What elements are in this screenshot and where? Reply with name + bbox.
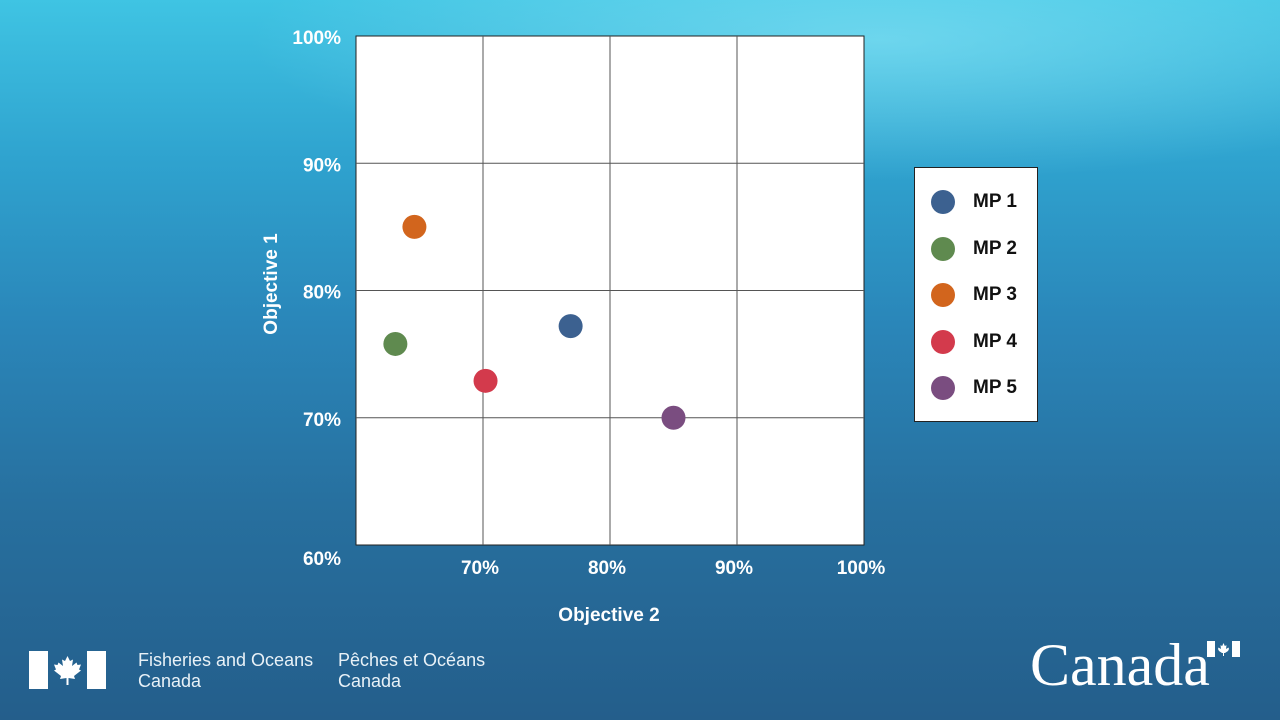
department-french-line1: Pêches et Océans <box>338 650 486 670</box>
y-tick-label: 60% <box>303 549 341 570</box>
grid-lines <box>356 36 864 545</box>
legend-label: MP 3 <box>973 284 1018 305</box>
y-tick-label: 80% <box>303 283 341 304</box>
legend-item: MP 3 <box>915 283 1017 307</box>
data-point <box>402 214 427 239</box>
y-tick-label: 100% <box>292 28 341 49</box>
x-tick-labels: 70% 80% 90% 100% <box>461 558 885 579</box>
department-name-french: Pêches et Océans Canada <box>338 650 485 692</box>
legend-label: MP 2 <box>973 237 1018 259</box>
legend-marker <box>931 329 955 354</box>
legend-item: MP 5 <box>915 376 1017 400</box>
legend-item: MP 2 <box>915 236 1018 261</box>
y-tick-label: 70% <box>303 410 341 431</box>
legend-marker <box>931 376 955 400</box>
data-point <box>558 314 583 339</box>
legend-item: MP 4 <box>915 329 1018 354</box>
legend-label: MP 4 <box>973 330 1018 352</box>
data-point <box>661 405 686 430</box>
chart-legend: MP 1 MP 2 MP 3 MP 4 MP 5 <box>914 167 1038 422</box>
legend-label: MP 1 <box>973 191 1018 212</box>
data-point <box>473 368 498 393</box>
legend-marker <box>931 190 955 214</box>
legend-item: MP 1 <box>915 190 1017 214</box>
y-axis-label: Objective 1 <box>261 233 282 335</box>
y-tick-labels: 60% 70% 80% 90% 100% <box>292 28 341 570</box>
department-french-line2: Canada <box>338 671 402 691</box>
canada-flag-icon <box>29 651 106 689</box>
x-axis-label: Objective 2 <box>558 605 659 626</box>
legend-label: MP 5 <box>973 377 1018 398</box>
x-tick-label: 100% <box>837 558 886 579</box>
y-tick-label: 90% <box>303 155 341 176</box>
x-tick-label: 80% <box>588 558 626 579</box>
wordmark-flag-icon <box>1207 641 1240 657</box>
department-english-line1: Fisheries and Oceans <box>138 650 314 670</box>
department-english-line2: Canada <box>138 671 202 691</box>
x-tick-label: 90% <box>715 558 753 579</box>
canada-wordmark: Canada <box>1030 632 1210 698</box>
x-tick-label: 70% <box>461 558 499 579</box>
department-name-english: Fisheries and Oceans Canada <box>138 650 313 692</box>
legend-marker <box>931 283 955 307</box>
data-point <box>383 331 408 356</box>
data-points <box>383 214 686 430</box>
legend-marker <box>931 236 955 261</box>
